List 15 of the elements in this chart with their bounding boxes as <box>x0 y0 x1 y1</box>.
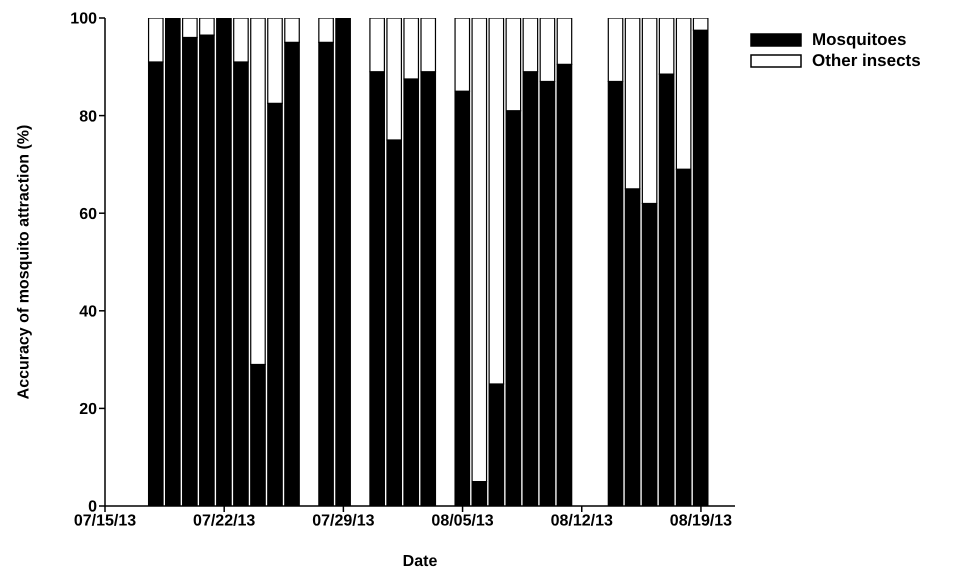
x-tick-label: 07/15/13 <box>74 512 136 530</box>
y-tick-label: 60 <box>79 206 98 223</box>
x-tick-label: 08/12/13 <box>550 512 613 530</box>
x-tick-label: 07/29/13 <box>312 512 375 530</box>
y-axis-title: Accuracy of mosquito attraction (%) <box>16 124 33 400</box>
x-tick-label: 07/22/13 <box>193 512 256 530</box>
legend-label: Other insects <box>812 51 921 71</box>
y-tick-label: 80 <box>79 108 98 126</box>
x-tick-label: 08/05/13 <box>431 512 494 530</box>
x-tick-label: 08/19/13 <box>670 512 732 530</box>
y-tick-label: 20 <box>79 401 98 418</box>
legend-label: Mosquitoes <box>812 30 906 50</box>
x-axis-title: Date <box>402 553 438 570</box>
y-tick-label: 100 <box>70 10 98 28</box>
y-tick-label: 40 <box>79 303 98 320</box>
